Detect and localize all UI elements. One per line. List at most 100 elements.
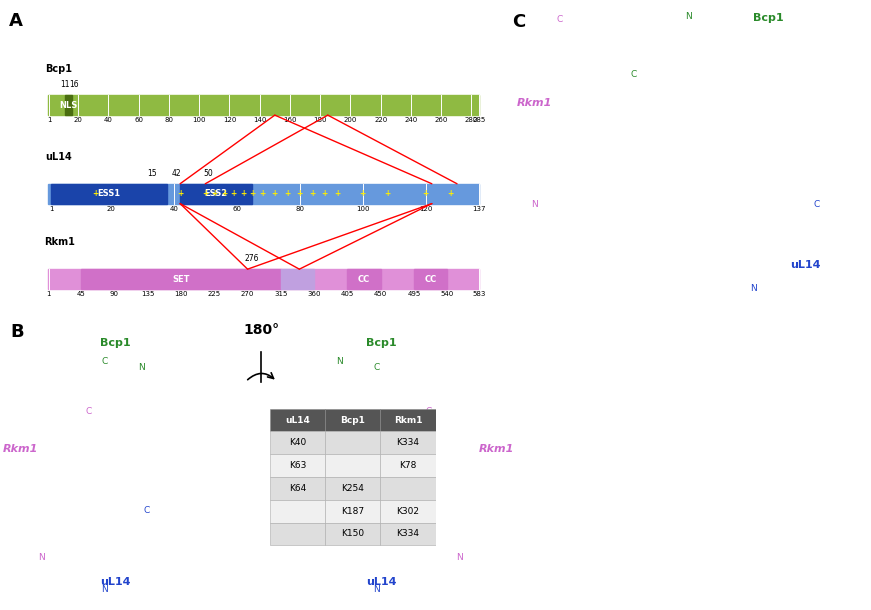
Text: 1: 1 [49, 206, 53, 212]
Text: +: + [448, 189, 454, 198]
Text: N: N [38, 553, 45, 562]
Bar [381, 500, 436, 523]
Text: Rkm1: Rkm1 [479, 444, 514, 454]
Text: 135: 135 [141, 291, 154, 297]
Text: CC: CC [424, 274, 436, 284]
Bar [270, 431, 325, 454]
Text: uL14: uL14 [366, 576, 397, 587]
Text: 240: 240 [404, 117, 417, 123]
Text: K64: K64 [289, 484, 307, 493]
Text: +: + [272, 189, 278, 198]
Text: uL14: uL14 [44, 152, 71, 162]
Bar [325, 523, 381, 545]
Bar [414, 269, 447, 289]
Text: Bcp1: Bcp1 [366, 338, 397, 348]
Text: C: C [373, 363, 380, 372]
Text: 60: 60 [134, 117, 143, 123]
Text: 160: 160 [283, 117, 297, 123]
Text: uL14: uL14 [285, 415, 310, 425]
Bar [381, 454, 436, 477]
Text: NLS: NLS [59, 101, 78, 110]
Text: ESS1: ESS1 [98, 189, 121, 198]
Bar [325, 477, 381, 500]
Text: C: C [630, 70, 637, 79]
Text: +: + [202, 189, 208, 198]
Text: +: + [334, 189, 341, 198]
Bar [270, 477, 325, 500]
Text: K254: K254 [341, 484, 364, 493]
Text: N: N [531, 199, 537, 209]
Text: N: N [685, 12, 692, 21]
Text: +: + [212, 189, 218, 198]
Text: uL14: uL14 [790, 260, 820, 270]
Text: 40: 40 [169, 206, 179, 212]
Text: +: + [422, 189, 429, 198]
Text: 120: 120 [223, 117, 236, 123]
Text: C: C [326, 506, 333, 515]
Text: K302: K302 [396, 507, 420, 515]
Text: +: + [296, 189, 303, 198]
Text: 180: 180 [174, 291, 188, 297]
Text: 276: 276 [245, 254, 260, 264]
Text: +: + [321, 189, 328, 198]
Text: 42: 42 [172, 169, 182, 178]
Text: N: N [751, 284, 757, 293]
Text: 220: 220 [374, 117, 388, 123]
Text: 225: 225 [208, 291, 221, 297]
Bar [381, 431, 436, 454]
Text: Rkm1: Rkm1 [3, 444, 38, 454]
Text: 1: 1 [46, 291, 51, 297]
Text: N: N [336, 357, 343, 366]
Text: C: C [143, 506, 150, 515]
Text: 270: 270 [241, 291, 254, 297]
Text: C: C [557, 15, 564, 24]
Text: Bcp1: Bcp1 [341, 415, 365, 425]
Text: 540: 540 [441, 291, 454, 297]
Bar [325, 431, 381, 454]
Text: +: + [284, 189, 290, 198]
Text: +: + [231, 189, 237, 198]
Text: 360: 360 [307, 291, 321, 297]
Text: Bcp1: Bcp1 [99, 338, 131, 348]
Bar [270, 523, 325, 545]
Text: 50: 50 [204, 169, 213, 178]
Text: Rkm1: Rkm1 [394, 415, 422, 425]
Text: CC: CC [358, 274, 370, 284]
Text: 11: 11 [60, 81, 70, 89]
Text: 285: 285 [472, 117, 486, 123]
Text: 495: 495 [408, 291, 421, 297]
Bar [325, 409, 381, 431]
Text: +: + [92, 189, 98, 198]
Bar [325, 500, 381, 523]
Text: +: + [177, 189, 183, 198]
Text: 180: 180 [314, 117, 327, 123]
Text: +: + [309, 189, 315, 198]
Bar [270, 500, 325, 523]
Bar [381, 409, 436, 431]
Text: A: A [9, 12, 23, 30]
Text: ESS2: ESS2 [205, 189, 228, 198]
Text: 137: 137 [472, 206, 486, 212]
Bar [180, 184, 253, 204]
Text: K78: K78 [399, 461, 416, 470]
Text: K150: K150 [341, 529, 364, 539]
Bar [381, 523, 436, 545]
Text: 40: 40 [104, 117, 113, 123]
Text: 15: 15 [147, 169, 157, 178]
Text: Bcp1: Bcp1 [45, 63, 72, 73]
Bar [381, 477, 436, 500]
Text: 200: 200 [344, 117, 357, 123]
Text: +: + [360, 189, 366, 198]
Text: 315: 315 [274, 291, 287, 297]
Text: K187: K187 [341, 507, 364, 515]
Text: 45: 45 [77, 291, 85, 297]
Bar [81, 269, 280, 289]
Text: Rkm1: Rkm1 [44, 237, 75, 248]
Bar [64, 95, 72, 115]
Bar [325, 454, 381, 477]
Text: K40: K40 [289, 439, 307, 447]
Text: K334: K334 [396, 529, 420, 539]
Text: 20: 20 [106, 206, 115, 212]
Text: 405: 405 [341, 291, 354, 297]
Bar [48, 269, 479, 289]
